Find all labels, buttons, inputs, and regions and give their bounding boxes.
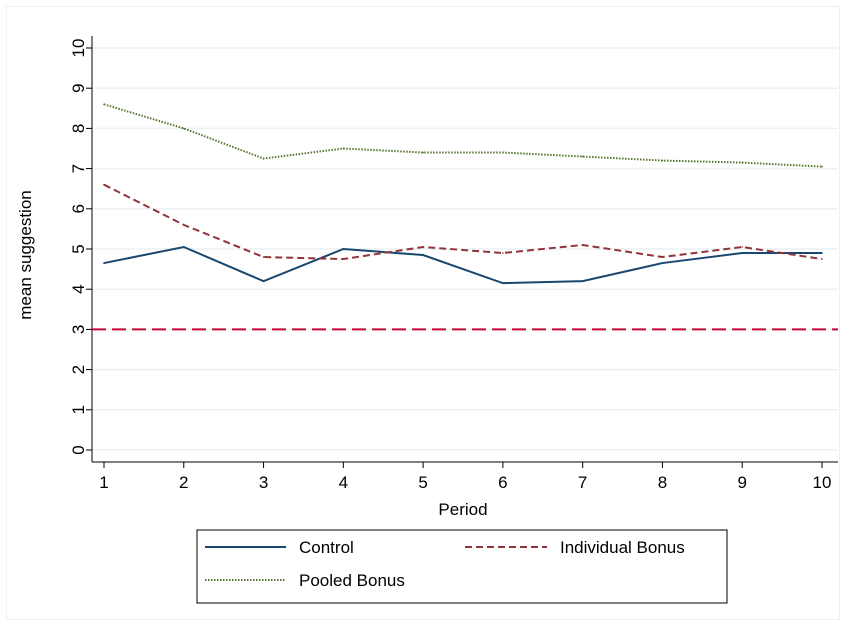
data-point xyxy=(502,152,504,154)
x-tick-label: 6 xyxy=(498,473,507,492)
x-tick-label: 4 xyxy=(339,473,348,492)
data-point xyxy=(741,246,743,248)
x-ticks: 1 2 3 4 5 6 7 8 9 10 xyxy=(99,462,831,492)
data-point xyxy=(343,258,345,260)
data-point xyxy=(263,256,265,258)
data-point xyxy=(741,252,743,254)
legend-label-pooled-bonus: Pooled Bonus xyxy=(299,571,405,590)
y-axis-title: mean suggestion xyxy=(16,190,35,319)
data-point xyxy=(662,160,664,162)
data-point xyxy=(183,224,185,226)
data-point xyxy=(502,252,504,254)
data-point xyxy=(662,256,664,258)
data-point xyxy=(821,166,823,168)
data-point xyxy=(422,254,424,256)
data-point xyxy=(263,158,265,160)
y-tick-label: 0 xyxy=(69,445,88,454)
data-point xyxy=(422,246,424,248)
y-tick-label: 2 xyxy=(69,365,88,374)
data-point xyxy=(821,252,823,254)
y-ticks: 0 1 2 3 4 5 6 7 8 9 10 xyxy=(69,39,92,455)
data-point xyxy=(582,280,584,282)
series-line-pooled-bonus xyxy=(104,104,822,166)
data-point xyxy=(582,244,584,246)
x-tick-label: 8 xyxy=(658,473,667,492)
legend: Control Individual Bonus Pooled Bonus xyxy=(197,530,727,603)
y-tick-label: 9 xyxy=(69,83,88,92)
y-tick-label: 7 xyxy=(69,164,88,173)
x-tick-label: 1 xyxy=(99,473,108,492)
data-point xyxy=(103,262,105,264)
x-tick-label: 5 xyxy=(418,473,427,492)
legend-label-individual-bonus: Individual Bonus xyxy=(560,538,685,557)
legend-label-control: Control xyxy=(299,538,354,557)
x-tick-label: 10 xyxy=(813,473,832,492)
series-line-individual-bonus xyxy=(104,185,822,259)
data-point xyxy=(741,162,743,164)
x-tick-label: 7 xyxy=(578,473,587,492)
x-tick-label: 2 xyxy=(179,473,188,492)
data-point xyxy=(263,280,265,282)
y-tick-label: 3 xyxy=(69,325,88,334)
data-point xyxy=(183,246,185,248)
data-point xyxy=(103,103,105,105)
data-point xyxy=(343,248,345,250)
y-tick-label: 6 xyxy=(69,204,88,213)
data-point xyxy=(662,262,664,264)
y-tick-label: 4 xyxy=(69,284,88,293)
data-point xyxy=(103,184,105,186)
y-tick-label: 10 xyxy=(69,39,88,58)
y-tick-label: 8 xyxy=(69,124,88,133)
series-line-control xyxy=(104,247,822,283)
y-tick-label: 1 xyxy=(69,405,88,414)
y-tick-label: 5 xyxy=(69,244,88,253)
data-point xyxy=(821,258,823,260)
x-tick-label: 3 xyxy=(259,473,268,492)
data-point xyxy=(422,152,424,154)
x-tick-label: 9 xyxy=(737,473,746,492)
data-point xyxy=(582,156,584,158)
data-point xyxy=(502,282,504,284)
series-layer xyxy=(103,103,823,283)
data-point xyxy=(183,128,185,130)
x-axis-title: Period xyxy=(438,500,487,519)
data-point xyxy=(343,148,345,150)
